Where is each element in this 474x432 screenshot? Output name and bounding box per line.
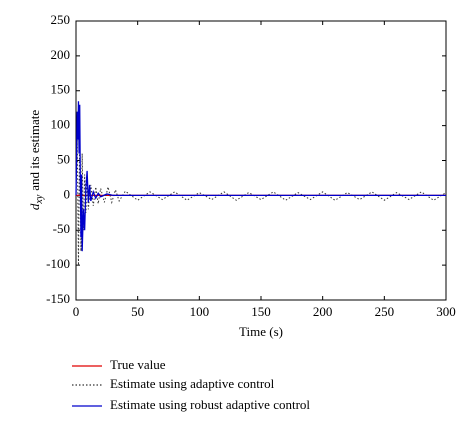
y-tick-label: -50	[53, 221, 70, 236]
y-tick-label: -100	[46, 256, 70, 271]
legend-label: Estimate using adaptive control	[110, 376, 275, 391]
y-tick-label: 250	[51, 12, 71, 27]
series-line	[75, 101, 446, 252]
x-tick-label: 50	[131, 304, 144, 319]
y-label-symbol: d	[27, 203, 42, 210]
y-tick-label: 0	[64, 186, 71, 201]
legend-label: Estimate using robust adaptive control	[110, 397, 310, 412]
y-tick-label: 150	[51, 82, 71, 97]
y-tick-label: 100	[51, 117, 71, 132]
legend-label: True value	[110, 357, 166, 372]
x-tick-label: 150	[251, 304, 271, 319]
x-tick-label: 300	[436, 304, 456, 319]
y-label-text: and its estimate	[27, 110, 42, 191]
y-axis-label: dxy and its estimate	[27, 110, 45, 210]
plot-frame	[75, 20, 447, 301]
x-axis-label: Time (s)	[239, 324, 283, 339]
series-line	[75, 129, 447, 266]
x-tick-label: 100	[190, 304, 210, 319]
x-tick-label: 0	[73, 304, 80, 319]
y-tick-label: 50	[57, 151, 70, 166]
y-label-subscript: xy	[34, 194, 45, 204]
y-tick-label: -150	[46, 291, 70, 306]
x-tick-label: 200	[313, 304, 333, 319]
x-tick-label: 250	[375, 304, 395, 319]
y-tick-label: 200	[51, 47, 71, 62]
